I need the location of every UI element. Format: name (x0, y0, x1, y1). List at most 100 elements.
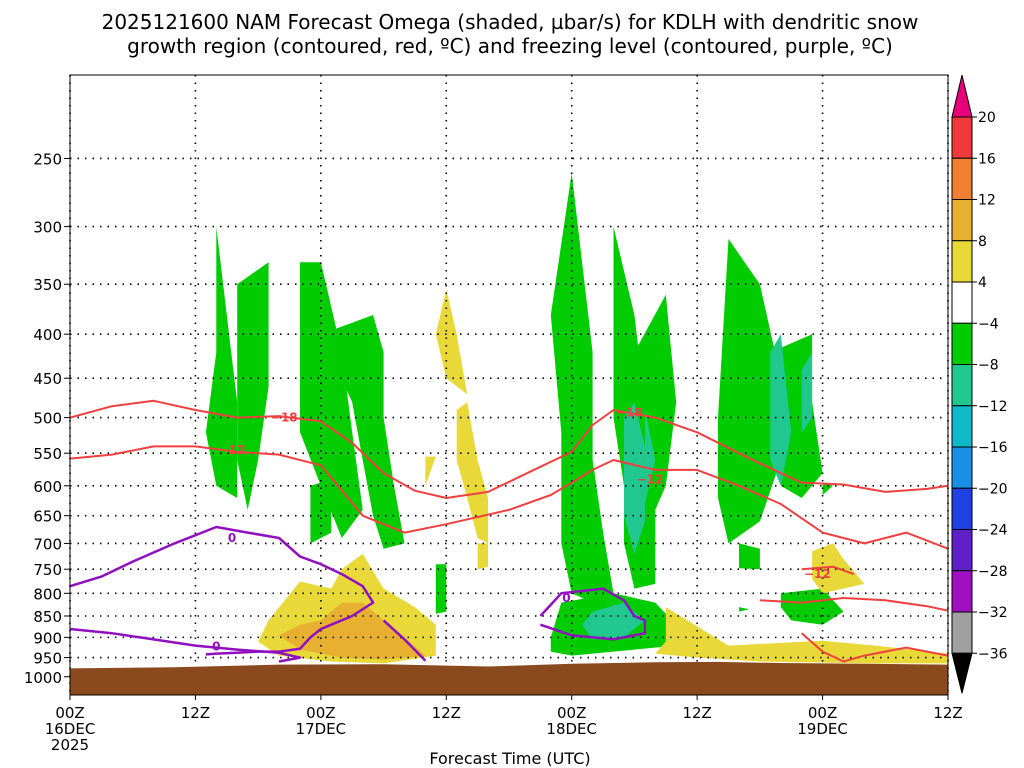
x-tick-label: 18DEC (546, 720, 597, 738)
colorbar-swatch (951, 322, 973, 365)
colorbar-label: 8 (978, 234, 987, 250)
x-axis-label: Forecast Time (UTC) (429, 749, 590, 768)
colorbar-swatch (951, 487, 973, 530)
colorbar-swatch (951, 364, 973, 407)
upward-motion-area-5 (435, 564, 447, 614)
y-tick-label: 500 (33, 410, 62, 428)
y-tick-label: 400 (33, 326, 62, 344)
colorbar-label: 20 (978, 110, 996, 126)
upward-motion-area-0 (205, 226, 238, 498)
colorbar-label: −20 (978, 481, 1008, 497)
dgz-contour-segment-0 (801, 565, 855, 576)
colorbar-swatch (951, 405, 973, 448)
contour-layer: −18 −18 −12 −12 −12 0 0 0 (70, 399, 948, 663)
subsidence-area-1 (456, 402, 489, 544)
subsidence-area-6 (477, 543, 489, 570)
terrain (70, 661, 948, 695)
colorbar-swatch (951, 570, 973, 613)
x-tick-label: 12Z (432, 704, 461, 722)
x-tick-label: 17DEC (296, 720, 347, 738)
colorbar-bottom-arrow (951, 652, 973, 694)
colorbar-swatch (951, 281, 973, 324)
dgz-contour-segment-1 (759, 597, 948, 612)
y-tick-label: 800 (33, 585, 62, 603)
subsidence-area-2 (425, 456, 436, 486)
x-tick-label: 2025 (51, 736, 89, 754)
strong-subsidence-area-0 (279, 602, 426, 660)
dgz-minus18-label: −18 (271, 411, 298, 425)
freezing-level-contour-c (539, 587, 647, 641)
strong-upward-motion-area-4 (801, 352, 813, 433)
strong-upward-motion-area-3 (770, 334, 792, 486)
y-tick-label: 850 (33, 608, 62, 626)
dgz-contour-segment-2 (801, 632, 948, 663)
freezing-level-label: 0 (228, 531, 236, 545)
subsidence-area-4 (655, 607, 948, 664)
chart-title-line-1: 2025121600 NAM Forecast Omega (shaded, µ… (102, 10, 919, 34)
x-tick-label: 00Z (557, 704, 586, 722)
plot-area: −18 −18 −12 −12 −12 0 0 0 (69, 74, 949, 696)
colorbar-label: −28 (978, 564, 1008, 580)
dgz-minus12-label: −12 (804, 567, 831, 581)
y-tick-label: 550 (33, 445, 62, 463)
colorbar: 20 16 12 8 4 −4 −8 −12 −16 −20 −24 −28 −32 −36 (951, 74, 1008, 694)
colorbar-swatch (951, 199, 973, 242)
colorbar-label: −4 (978, 316, 999, 332)
y-tick-label: 450 (33, 370, 62, 388)
omega-shading-layer (205, 173, 948, 664)
plot-frame (69, 74, 949, 696)
dgz-minus18-label: −18 (616, 405, 643, 419)
colorbar-swatch (951, 446, 973, 489)
upward-motion-area-15 (739, 607, 750, 612)
freezing-level-low-contour (70, 627, 302, 663)
chart-title-line-2: growth region (contoured, red, ºC) and f… (127, 34, 893, 58)
upward-motion-area-2 (300, 262, 363, 538)
strong-upward-motion-area-1 (644, 410, 656, 504)
freezing-level-label: 0 (212, 639, 220, 653)
terrain-layer (70, 661, 948, 695)
x-tick-label: 12Z (682, 704, 711, 722)
colorbar-label: 12 (978, 193, 996, 209)
y-tick-label: 950 (33, 650, 62, 668)
colorbar-swatch (951, 116, 973, 159)
y-tick-label: 900 (33, 629, 62, 647)
colorbar-top-arrow (951, 74, 973, 118)
x-tick-label: 16DEC (45, 720, 96, 738)
dgz-minus12-label: −12 (637, 472, 664, 486)
y-tick-label: 1000 (24, 669, 62, 687)
upward-motion-area-6 (550, 173, 614, 603)
x-tick-label: 12Z (933, 704, 962, 722)
upward-motion-area-12 (739, 543, 760, 570)
freezing-level-contour-b (382, 619, 427, 662)
colorbar-label: −16 (978, 440, 1008, 456)
dgz-minus18-contour (70, 399, 948, 499)
colorbar-label: −12 (978, 399, 1008, 415)
dgz-minus12-contour (70, 445, 948, 550)
upward-motion-area-1 (237, 262, 269, 510)
upward-motion-area-10 (718, 238, 781, 544)
x-tick-label: 12Z (181, 704, 210, 722)
strong-upward-motion-area-0 (624, 402, 645, 554)
colorbar-label: −24 (978, 523, 1008, 539)
x-tick-label: 00Z (306, 704, 335, 722)
colorbar-swatch (951, 240, 973, 283)
colorbar-swatch (951, 157, 973, 200)
colorbar-label: 4 (978, 275, 987, 291)
y-tick-label: 600 (33, 478, 62, 496)
colorbar-swatch (951, 611, 973, 654)
upward-motion-area-14 (822, 482, 833, 495)
y-tick-label: 250 (33, 150, 62, 168)
x-tick-label: 00Z (55, 704, 84, 722)
x-tick-label: 00Z (808, 704, 837, 722)
colorbar-label: 16 (978, 151, 996, 167)
y-tick-label: 650 (33, 508, 62, 526)
y-tick-label: 700 (33, 535, 62, 553)
x-tick-label: 19DEC (797, 720, 848, 738)
colorbar-label: −8 (978, 358, 999, 374)
colorbar-swatch (951, 529, 973, 572)
chart-title: 2025121600 NAM Forecast Omega (shaded, µ… (102, 10, 919, 58)
y-tick-label: 750 (33, 561, 62, 579)
colorbar-label: −32 (978, 605, 1008, 621)
subsidence-area-0 (435, 289, 468, 395)
y-tick-label: 300 (33, 219, 62, 237)
